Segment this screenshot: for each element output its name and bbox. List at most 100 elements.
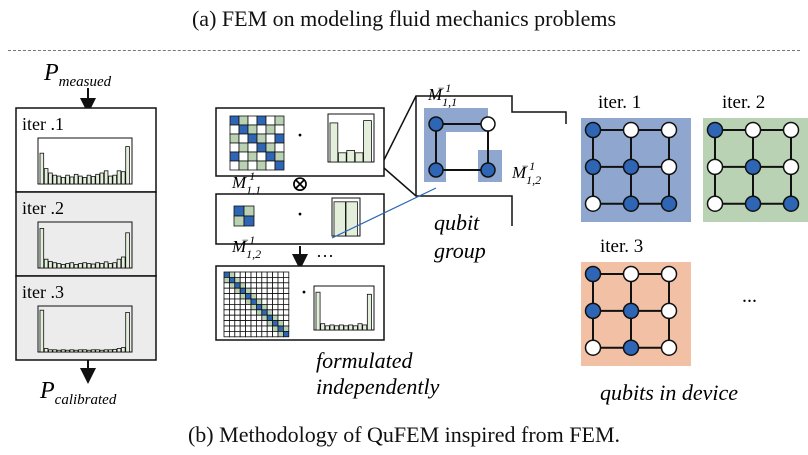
histogram-bar bbox=[78, 349, 83, 353]
matrix-cell bbox=[238, 151, 249, 162]
matrix-cell bbox=[228, 293, 236, 300]
matrix-cell bbox=[234, 325, 241, 332]
formulated-label-1: formulated bbox=[316, 348, 414, 373]
histogram-bar bbox=[108, 349, 113, 353]
qubit-node bbox=[660, 195, 678, 212]
qubit-node bbox=[622, 121, 640, 139]
matrix-cell bbox=[228, 287, 236, 295]
histogram-bar bbox=[125, 146, 130, 185]
device-grid-iter-1 bbox=[581, 118, 691, 222]
matrix-cell bbox=[277, 303, 284, 311]
matrix-cell bbox=[228, 303, 236, 311]
matrix-cell bbox=[272, 314, 279, 322]
histogram-bar bbox=[56, 175, 62, 185]
matrix-cell bbox=[238, 142, 249, 153]
matrix-cell bbox=[239, 287, 246, 295]
matrix-cell bbox=[234, 271, 241, 278]
matrix-cell bbox=[255, 282, 263, 289]
qubit-node bbox=[660, 121, 678, 139]
callout-m11-label: M1,1−1 bbox=[427, 81, 457, 109]
bottom-caption: (b) Methodology of QuFEM inspired from F… bbox=[187, 422, 621, 447]
iter-box-3 bbox=[15, 275, 157, 361]
histogram-bar bbox=[103, 349, 109, 353]
m12-label: M1,2−1 bbox=[231, 233, 261, 261]
matrix-cell bbox=[277, 287, 284, 295]
qubit-node bbox=[782, 158, 800, 176]
histogram-iter-1 bbox=[37, 137, 133, 185]
histogram-bar bbox=[121, 347, 126, 353]
dot-1: · bbox=[296, 123, 304, 149]
matrix-cell bbox=[282, 320, 290, 327]
matrix-cell bbox=[255, 320, 263, 327]
histogram-bar bbox=[334, 325, 340, 331]
histogram-bar bbox=[82, 176, 87, 185]
histogram-bar bbox=[320, 323, 326, 331]
matrix-cell bbox=[272, 293, 279, 300]
matrix-cell bbox=[272, 271, 279, 278]
matrix-cell bbox=[229, 142, 240, 153]
callout-bracket bbox=[383, 95, 567, 161]
device-iter-label-2: iter. 2 bbox=[722, 92, 765, 113]
histogram-bar bbox=[73, 264, 79, 269]
matrix-cell bbox=[247, 124, 258, 135]
matrix-cell bbox=[277, 293, 284, 300]
matrix-cell bbox=[245, 325, 252, 332]
qubit-group-callout: M1,1−1 M1,2−1 qubit group bbox=[331, 81, 567, 263]
matrix-cell bbox=[256, 142, 267, 153]
matrix-cell bbox=[272, 298, 279, 305]
matrix-cell bbox=[282, 298, 290, 305]
matrix-cell bbox=[266, 276, 274, 284]
histogram-bar bbox=[99, 172, 105, 185]
matrix-cell bbox=[272, 287, 279, 295]
p-calibrated-label: Pcalibrated bbox=[39, 378, 117, 408]
histogram-bar bbox=[52, 349, 57, 353]
qubit-node bbox=[428, 162, 444, 178]
matrix-cell bbox=[229, 151, 240, 162]
histogram-bar bbox=[348, 324, 354, 331]
matrix-cell bbox=[282, 330, 290, 338]
matrix-cell bbox=[228, 320, 236, 327]
otimes-symbol: ⊗ bbox=[291, 171, 309, 196]
matrix-cell bbox=[255, 303, 263, 311]
matrix-cell bbox=[223, 330, 230, 338]
histogram-bar bbox=[363, 120, 372, 163]
qubit-node bbox=[660, 158, 678, 176]
matrix-cell bbox=[255, 293, 263, 300]
matrix-cell bbox=[277, 314, 284, 322]
histogram-bar bbox=[48, 260, 53, 269]
device-iter-label-3: iter. 3 bbox=[600, 236, 643, 257]
qubit-node bbox=[782, 195, 800, 212]
matrix-cell bbox=[277, 271, 284, 278]
histogram-bar bbox=[86, 174, 92, 185]
histogram-bar bbox=[73, 173, 79, 185]
matrix-cell bbox=[243, 215, 255, 227]
histogram-bar bbox=[48, 172, 53, 185]
histogram-bar bbox=[52, 174, 57, 185]
histogram-bar bbox=[52, 262, 57, 269]
matrix-cell bbox=[239, 293, 246, 300]
matrix-cell bbox=[274, 142, 285, 153]
matrix-cell bbox=[282, 303, 290, 311]
qubit-group-label-1: qubit bbox=[434, 210, 480, 235]
histogram-bar bbox=[95, 349, 100, 353]
matrix-cell bbox=[245, 298, 252, 305]
matrix-cell bbox=[266, 287, 274, 295]
matrix-cell bbox=[261, 293, 268, 300]
histogram-bar bbox=[329, 324, 335, 331]
matrix-cell bbox=[223, 303, 230, 311]
matrix-cell bbox=[234, 330, 241, 338]
matrix-cell bbox=[250, 271, 257, 278]
matrix-cell bbox=[266, 271, 274, 278]
matrix-cell bbox=[266, 325, 274, 332]
matrix-cell bbox=[256, 124, 267, 135]
histogram-bar bbox=[338, 324, 344, 331]
iter-label-1: iter .1 bbox=[22, 114, 64, 134]
matrix-cell bbox=[234, 320, 241, 327]
matrix-combined-grid bbox=[223, 271, 290, 338]
matrix-cell bbox=[228, 309, 236, 316]
histogram-bar bbox=[357, 323, 363, 331]
matrix-cell bbox=[245, 303, 252, 311]
matrix-cell bbox=[239, 276, 246, 284]
matrix-cell bbox=[282, 276, 290, 284]
matrix-cell bbox=[255, 276, 263, 284]
